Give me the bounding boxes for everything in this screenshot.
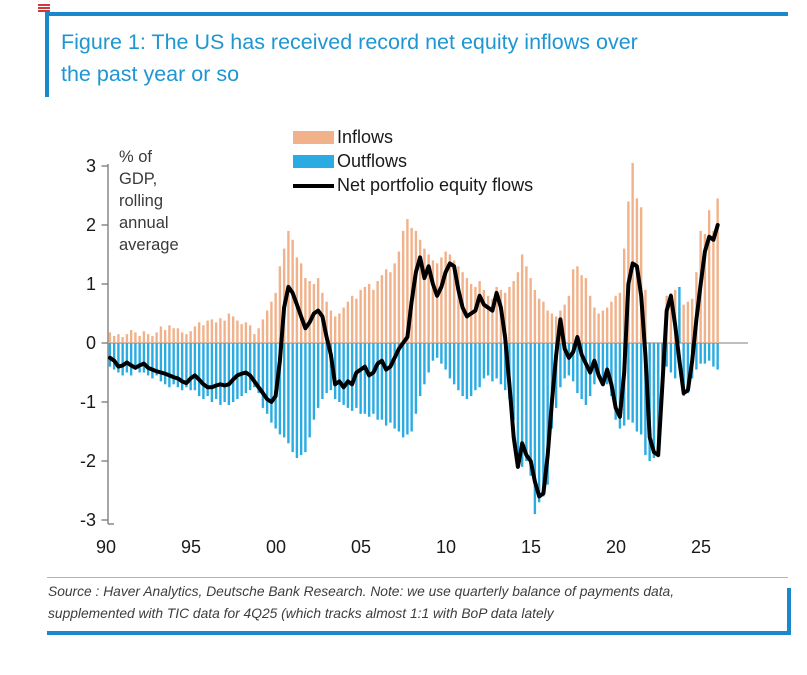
svg-text:-1: -1 <box>80 392 96 412</box>
bottom-border-rule <box>47 631 791 635</box>
svg-text:-2: -2 <box>80 451 96 471</box>
inflows-swatch-icon <box>293 131 334 144</box>
legend-label-inflows: Inflows <box>337 127 394 147</box>
legend-label-net-flows: Net portfolio equity flows <box>337 175 534 195</box>
svg-text:20: 20 <box>606 537 626 557</box>
outflows-swatch-icon <box>293 155 334 168</box>
svg-text:3: 3 <box>86 156 96 176</box>
svg-text:90: 90 <box>96 537 116 557</box>
svg-text:05: 05 <box>351 537 371 557</box>
left-border-rule <box>45 12 49 97</box>
bars-outflows <box>108 286 719 515</box>
net-line-swatch-icon <box>293 183 334 188</box>
right-border-rule <box>787 588 791 635</box>
svg-text:00: 00 <box>266 537 286 557</box>
source-note: Source : Haver Analytics, Deutsche Bank … <box>48 584 675 621</box>
y-axis: 3 2 1 0 -1 -2 -3 <box>80 156 114 530</box>
net-flows-line <box>107 223 720 499</box>
svg-text:10: 10 <box>436 537 456 557</box>
svg-text:0: 0 <box>86 333 96 353</box>
source-separator-rule <box>47 577 788 578</box>
legend-item-outflows: Outflows <box>293 151 533 171</box>
red-artifact-mark <box>38 4 50 14</box>
svg-text:-3: -3 <box>80 510 96 530</box>
x-axis: 90 95 00 05 10 15 20 25 <box>96 537 711 557</box>
legend-item-net-flows: Net portfolio equity flows <box>293 175 534 195</box>
top-border-rule <box>47 12 788 16</box>
svg-text:25: 25 <box>691 537 711 557</box>
legend: Inflows Outflows Net portfolio equity fl… <box>293 127 534 195</box>
axis-unit-note: % of GDP, rolling annual average <box>119 148 179 254</box>
legend-label-outflows: Outflows <box>337 151 408 171</box>
svg-text:95: 95 <box>181 537 201 557</box>
svg-text:2: 2 <box>86 215 96 235</box>
svg-text:15: 15 <box>521 537 541 557</box>
figure-title: Figure 1: The US has received record net… <box>61 30 638 86</box>
svg-text:1: 1 <box>86 274 96 294</box>
legend-item-inflows: Inflows <box>293 127 533 147</box>
